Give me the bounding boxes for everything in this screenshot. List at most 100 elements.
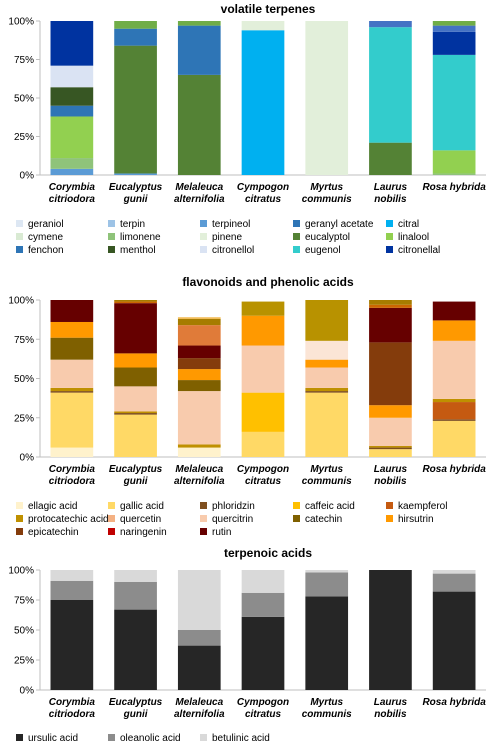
bar-segment-pinene-4 bbox=[241, 21, 285, 31]
bar-segment-linalool-7 bbox=[432, 150, 476, 174]
bar-segment-hirsutrin-3 bbox=[177, 369, 221, 381]
bar-segment-phloridzin-2 bbox=[114, 413, 157, 415]
chart-title: flavonoids and phenolic acids bbox=[182, 275, 354, 289]
y-tick-label: 50% bbox=[14, 626, 34, 637]
category-label: Corymbia bbox=[49, 697, 96, 708]
y-tick-label: 100% bbox=[8, 17, 34, 28]
bar-segment-phloridzin-6 bbox=[369, 447, 412, 450]
category-label: Eucalyptus bbox=[109, 697, 163, 708]
legend-swatch-terpin bbox=[108, 220, 115, 227]
bar-segment-kaempferol-7 bbox=[432, 402, 476, 420]
bar-segment-phloridzin-1 bbox=[50, 391, 94, 393]
bar-segment-unlabeled-7 bbox=[432, 25, 476, 32]
bar-segment-citronellal-1 bbox=[50, 21, 94, 66]
bar-segment-catechin-3 bbox=[177, 380, 221, 392]
bar-segment-quercitrin-7 bbox=[432, 340, 476, 399]
legend-swatch-citronellal bbox=[386, 246, 393, 253]
bar-segment-eucalyptol-6 bbox=[369, 142, 412, 175]
bar-segment-catechin-2 bbox=[114, 367, 157, 387]
bar-segment-oleanolic-acid-2 bbox=[114, 582, 157, 610]
legend-swatch-menthol bbox=[108, 246, 115, 253]
bar-segment-unlabeled-4 bbox=[241, 301, 285, 316]
bar-segment-gallic-acid-7 bbox=[432, 420, 476, 457]
legend-label-phloridzin: phloridzin bbox=[212, 501, 255, 512]
category-label: Eucalyptus bbox=[109, 464, 163, 475]
bar-segment-betulinic-acid-5 bbox=[305, 570, 349, 573]
bar-segment-unlabeled-2 bbox=[114, 300, 157, 302]
bar-segment-fenchon-1 bbox=[50, 105, 94, 117]
bar-segment-ellagic-acid-1 bbox=[50, 447, 94, 457]
y-tick-label: 0% bbox=[20, 453, 35, 464]
bar-segment-quercitrin-6 bbox=[369, 417, 412, 447]
legend-label-eugenol: eugenol bbox=[305, 245, 341, 256]
legend-label-limonene: limonene bbox=[120, 232, 161, 243]
legend-swatch-rutin bbox=[200, 528, 207, 535]
bar-segment-eugenol-7 bbox=[432, 54, 476, 151]
y-tick-label: 0% bbox=[20, 171, 35, 182]
y-tick-label: 100% bbox=[8, 296, 34, 307]
category-label: nobilis bbox=[374, 709, 407, 720]
legend-label-geraniol: geraniol bbox=[28, 219, 64, 230]
legend-swatch-terpineol bbox=[200, 220, 207, 227]
category-label: Myrtus bbox=[310, 182, 343, 193]
y-tick-label: 75% bbox=[14, 596, 34, 607]
bar-segment-protocatechic-acid-2 bbox=[114, 411, 157, 414]
legend-label-geranyl-acetate: geranyl acetate bbox=[305, 219, 374, 230]
legend-swatch-eucalyptol bbox=[293, 233, 300, 240]
bar-segment-protocatechic-acid-5 bbox=[305, 387, 349, 392]
legend-label-fenchon: fenchon bbox=[28, 245, 64, 256]
bar-segment-catechin-1 bbox=[50, 337, 94, 360]
category-label: communis bbox=[302, 194, 352, 205]
category-label: Melaleuca bbox=[175, 182, 223, 193]
y-tick-label: 75% bbox=[14, 335, 34, 346]
bar-segment-rutin-6 bbox=[369, 307, 412, 343]
chart-title: volatile terpenes bbox=[221, 2, 316, 16]
bar-segment-rutin-7 bbox=[432, 301, 476, 321]
bar-segment-unlabeled-3 bbox=[177, 317, 221, 319]
category-label: Rosa hybrida bbox=[422, 464, 486, 475]
bar-segment-ursulic-acid-2 bbox=[114, 609, 157, 690]
y-tick-label: 100% bbox=[8, 566, 34, 577]
bar-segment-gallic-acid-2 bbox=[114, 414, 157, 457]
bar-segment-unlabeled-3 bbox=[177, 21, 221, 26]
category-label: Melaleuca bbox=[175, 464, 223, 475]
legend-label-protocatechic-acid: protocatechic acid bbox=[28, 514, 109, 525]
legend-swatch-epicatechin bbox=[16, 528, 23, 535]
bar-segment-oleanolic-acid-3 bbox=[177, 630, 221, 646]
bar-segment-unlabeled-3 bbox=[177, 325, 221, 346]
bar-segment-oleanolic-acid-5 bbox=[305, 572, 349, 597]
y-tick-label: 25% bbox=[14, 132, 34, 143]
legend-label-eucalyptol: eucalyptol bbox=[305, 232, 350, 243]
bar-segment-quercitrin-2 bbox=[114, 386, 157, 412]
legend-swatch-geranyl-acetate bbox=[293, 220, 300, 227]
bar-segment-protocatechic-acid-7 bbox=[432, 398, 476, 403]
bar-segment-protocatechic-acid-3 bbox=[177, 444, 221, 448]
category-label: citratus bbox=[245, 709, 282, 720]
bar-segment-gallic-acid-6 bbox=[369, 449, 412, 457]
category-label: alternifolia bbox=[174, 709, 225, 720]
bar-segment-ursulic-acid-6 bbox=[369, 570, 412, 690]
legend-label-terpineol: terpineol bbox=[212, 219, 250, 230]
bar-segment-menthol-1 bbox=[50, 87, 94, 106]
bar-segment-terpineol-2 bbox=[114, 173, 157, 175]
bar-segment-ellagic-acid-3 bbox=[177, 447, 221, 457]
bar-segment-quercitrin-4 bbox=[241, 345, 285, 393]
bar-segment-quercitrin-3 bbox=[177, 391, 221, 445]
y-tick-label: 75% bbox=[14, 55, 34, 66]
bar-segment-unlabeled-2 bbox=[114, 21, 157, 29]
legend-swatch-naringenin bbox=[108, 528, 115, 535]
category-label: nobilis bbox=[374, 194, 407, 205]
bar-segment-eucalyptol-3 bbox=[177, 74, 221, 175]
category-label: Eucalyptus bbox=[109, 182, 163, 193]
bar-segment-unlabeled-6 bbox=[369, 300, 412, 305]
y-tick-label: 50% bbox=[14, 374, 34, 385]
legend-swatch-pinene bbox=[200, 233, 207, 240]
legend-label-catechin: catechin bbox=[305, 514, 342, 525]
legend-label-kaempferol: kaempferol bbox=[398, 501, 447, 512]
bar-segment-hirsutrin-4 bbox=[241, 315, 285, 346]
category-label: alternifolia bbox=[174, 476, 225, 487]
bar-segment-citral-4 bbox=[241, 30, 285, 175]
bar-segment-rutin-3 bbox=[177, 345, 221, 359]
legend-swatch-hirsutrin bbox=[386, 515, 393, 522]
